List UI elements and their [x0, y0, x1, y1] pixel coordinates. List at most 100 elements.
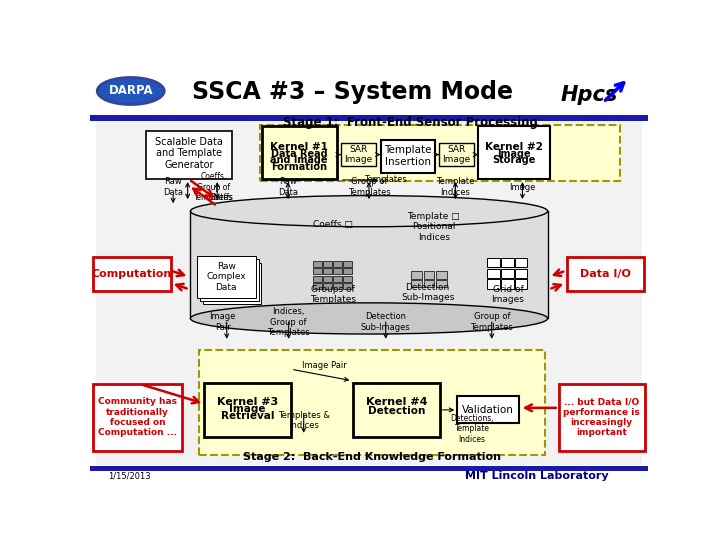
- Text: Data I/O: Data I/O: [580, 269, 631, 279]
- Bar: [333, 275, 342, 282]
- Bar: [439, 143, 474, 166]
- Bar: [313, 275, 322, 282]
- Bar: [260, 125, 620, 181]
- Text: Image
Pair: Image Pair: [210, 313, 236, 332]
- Bar: [343, 275, 351, 282]
- Bar: [411, 280, 422, 287]
- Bar: [323, 283, 332, 289]
- Bar: [343, 283, 351, 289]
- Text: Kernel #4: Kernel #4: [366, 396, 427, 407]
- Bar: [354, 383, 440, 437]
- Bar: [323, 261, 332, 267]
- Text: MIT Lincoln Laboratory: MIT Lincoln Laboratory: [464, 471, 608, 482]
- Text: Community has
traditionally
focused on
Computation ...: Community has traditionally focused on C…: [98, 397, 177, 437]
- Bar: [313, 268, 322, 274]
- Bar: [487, 279, 500, 288]
- Text: Retrieval: Retrieval: [220, 411, 274, 421]
- Bar: [190, 211, 548, 319]
- Text: Formation: Formation: [271, 162, 328, 172]
- Text: Stage 1:  Front-End Sensor Processing: Stage 1: Front-End Sensor Processing: [284, 116, 539, 129]
- Text: Raw
Data: Raw Data: [163, 177, 183, 197]
- Text: Computation: Computation: [91, 269, 172, 279]
- Bar: [323, 268, 332, 274]
- Bar: [567, 258, 644, 292]
- Text: Image: Image: [509, 183, 536, 192]
- Text: Groups of
Templates: Groups of Templates: [310, 285, 356, 304]
- Bar: [501, 279, 513, 288]
- Text: Scalable Data
and Template
Generator: Scalable Data and Template Generator: [155, 137, 222, 170]
- Text: Raw
Data: Raw Data: [278, 177, 298, 197]
- Text: Detections,
Template
Indices: Detections, Template Indices: [451, 414, 494, 443]
- Bar: [423, 280, 434, 287]
- Bar: [516, 268, 528, 278]
- Bar: [96, 120, 642, 465]
- Bar: [313, 283, 322, 289]
- Bar: [333, 283, 342, 289]
- Bar: [93, 258, 171, 292]
- Text: Group of
Templates: Group of Templates: [470, 313, 513, 332]
- Text: Coeffs,
Group of
Templates: Coeffs, Group of Templates: [194, 172, 233, 202]
- Bar: [423, 272, 434, 279]
- Bar: [343, 268, 351, 274]
- Bar: [436, 272, 446, 279]
- Text: Image: Image: [498, 149, 531, 159]
- Text: Template
Indices: Template Indices: [436, 177, 474, 197]
- Text: Template □
Positional
Indices: Template □ Positional Indices: [408, 212, 460, 242]
- Ellipse shape: [190, 303, 547, 334]
- Bar: [323, 275, 332, 282]
- Text: Detection
Sub-Images: Detection Sub-Images: [401, 283, 454, 302]
- Bar: [381, 140, 436, 173]
- Text: Image Pair: Image Pair: [302, 361, 347, 369]
- Bar: [145, 131, 233, 179]
- Bar: [197, 256, 256, 298]
- Ellipse shape: [97, 77, 164, 105]
- Bar: [333, 261, 342, 267]
- Text: Coeffs: Coeffs: [209, 193, 233, 201]
- Bar: [501, 268, 513, 278]
- Bar: [516, 258, 528, 267]
- Text: Templates &
Indices: Templates & Indices: [278, 410, 330, 430]
- Bar: [343, 261, 351, 267]
- Bar: [90, 115, 648, 121]
- Bar: [516, 279, 528, 288]
- Text: Kernel #3: Kernel #3: [217, 396, 278, 407]
- Bar: [487, 268, 500, 278]
- Text: Detection: Detection: [368, 406, 425, 416]
- Text: Storage: Storage: [492, 156, 536, 165]
- Bar: [436, 280, 446, 287]
- Bar: [313, 261, 322, 267]
- Text: Detection
Sub-Images: Detection Sub-Images: [361, 313, 410, 332]
- Bar: [333, 268, 342, 274]
- Bar: [487, 258, 500, 267]
- Text: 1/15/2013: 1/15/2013: [108, 472, 150, 481]
- Bar: [93, 384, 182, 451]
- Text: Hpcs: Hpcs: [561, 85, 618, 105]
- Text: Grid of
Images: Grid of Images: [492, 285, 524, 304]
- Bar: [204, 383, 291, 437]
- Bar: [411, 272, 422, 279]
- Text: Templates: Templates: [364, 176, 407, 185]
- Ellipse shape: [190, 195, 547, 227]
- Text: DARPA: DARPA: [109, 84, 153, 98]
- Text: ... but Data I/O
performance is
increasingly
important: ... but Data I/O performance is increasi…: [563, 397, 640, 437]
- Text: Raw
Complex
Data: Raw Complex Data: [206, 262, 246, 292]
- Bar: [457, 396, 518, 423]
- Text: Kernel #1: Kernel #1: [270, 141, 328, 152]
- Text: Data Read: Data Read: [271, 149, 328, 159]
- Bar: [199, 350, 545, 455]
- Text: Indices,
Group of
Templates: Indices, Group of Templates: [267, 307, 310, 337]
- Bar: [501, 258, 513, 267]
- Text: Kernel #2: Kernel #2: [485, 141, 543, 152]
- Bar: [90, 465, 648, 471]
- Text: SAR
Image: SAR Image: [443, 145, 471, 164]
- Text: Template
Insertion: Template Insertion: [384, 145, 432, 167]
- Bar: [262, 126, 337, 179]
- Bar: [478, 126, 550, 179]
- Text: and Image: and Image: [271, 156, 328, 165]
- Text: Coeffs □: Coeffs □: [313, 220, 353, 229]
- Text: Stage 2:  Back-End Knowledge Formation: Stage 2: Back-End Knowledge Formation: [243, 452, 501, 462]
- Bar: [341, 143, 376, 166]
- Text: SSCA #3 – System Mode: SSCA #3 – System Mode: [192, 80, 513, 104]
- Bar: [559, 384, 645, 451]
- Text: Group of
Templates: Group of Templates: [348, 177, 390, 197]
